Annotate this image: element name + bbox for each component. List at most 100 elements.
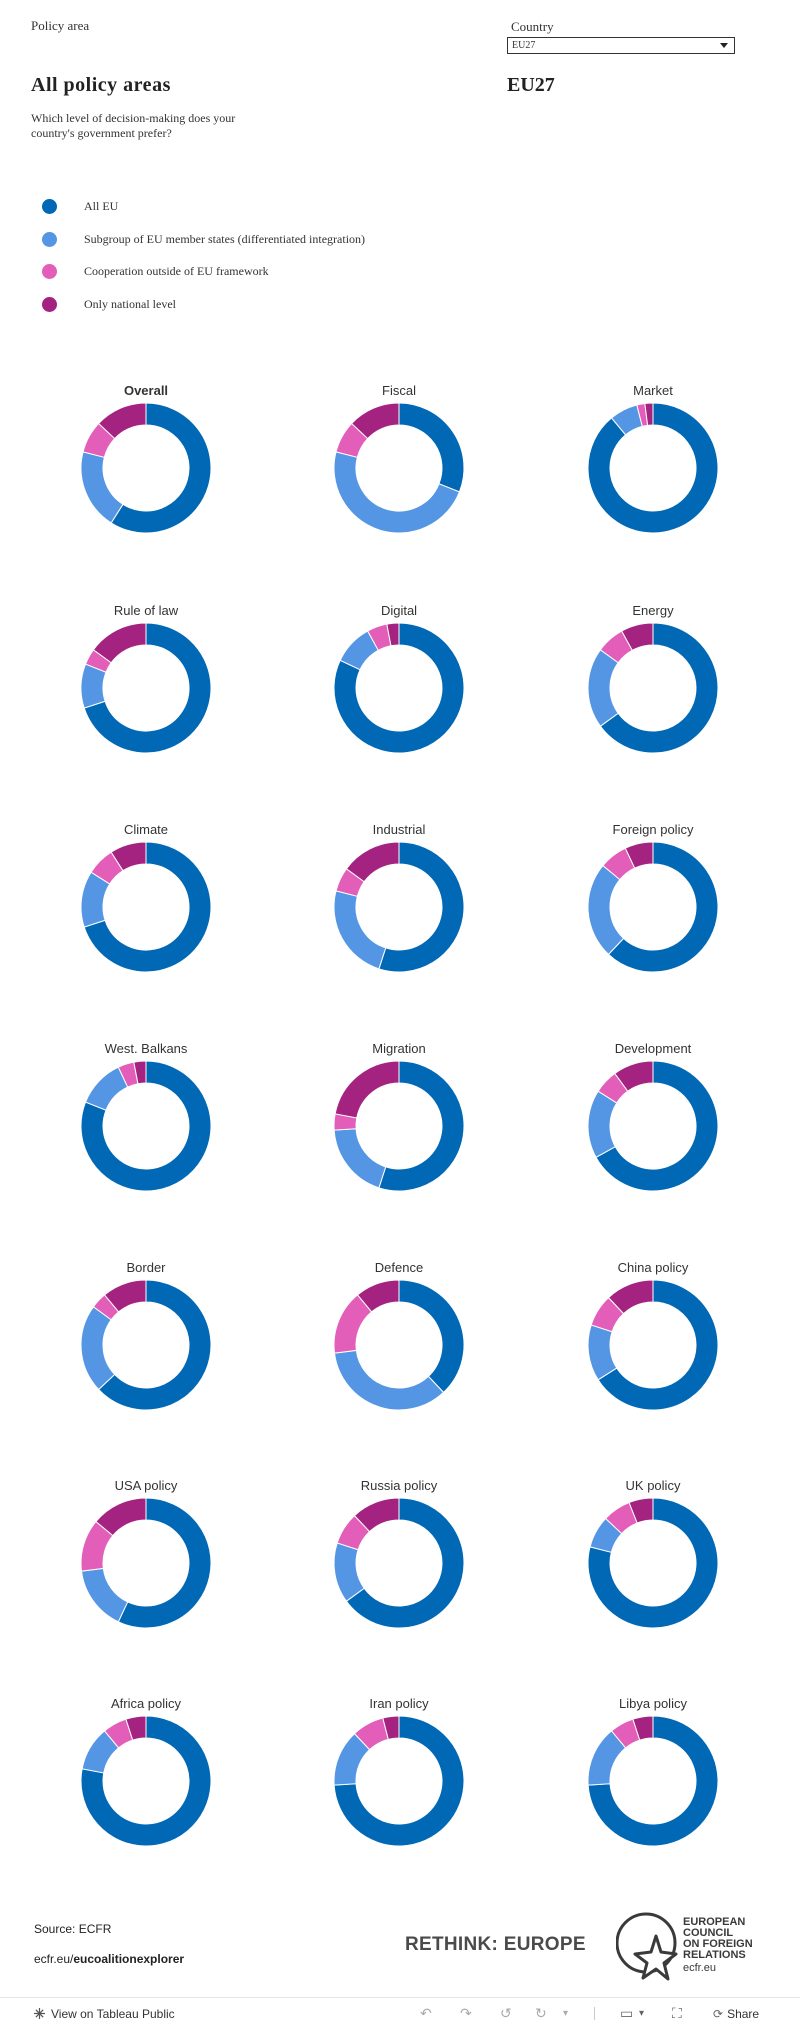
chart-title: Climate: [124, 822, 168, 837]
chevron-down-icon: [720, 43, 728, 48]
donut-segment-subgroup[interactable]: [333, 890, 387, 970]
donut-chart[interactable]: USA policy: [80, 1478, 212, 1629]
pause-dropdown-icon[interactable]: ▾: [563, 2008, 569, 2019]
refresh-icon[interactable]: ↻: [535, 2005, 547, 2021]
donut-segment-national[interactable]: [97, 402, 147, 440]
donut-segment-all-eu[interactable]: [97, 1279, 212, 1411]
donut-chart[interactable]: Rule of law: [80, 603, 212, 754]
undo-icon[interactable]: ↶: [420, 2005, 432, 2021]
donut-segment-national[interactable]: [644, 402, 654, 426]
donut-segment-national[interactable]: [614, 1060, 654, 1092]
donut-segment-all-eu[interactable]: [80, 1060, 212, 1192]
donut-segment-all-eu[interactable]: [333, 622, 465, 754]
donut-segment-subgroup[interactable]: [80, 1567, 129, 1623]
chart-title: USA policy: [115, 1478, 178, 1493]
donut-segment-all-eu[interactable]: [83, 622, 212, 754]
donut-segment-national[interactable]: [386, 622, 400, 647]
donut-chart[interactable]: Climate: [80, 822, 212, 973]
donut-segment-all-eu[interactable]: [80, 1715, 212, 1847]
donut-segment-all-eu[interactable]: [398, 402, 465, 493]
country-select[interactable]: EU27: [507, 37, 735, 54]
donut-segment-all-eu[interactable]: [378, 1060, 465, 1192]
chart-title: China policy: [618, 1260, 689, 1275]
donut-chart[interactable]: UK policy: [587, 1478, 719, 1629]
donut-chart[interactable]: Border: [80, 1260, 212, 1411]
donut-segment-all-eu[interactable]: [587, 1715, 719, 1847]
donut-chart[interactable]: Libya policy: [587, 1696, 719, 1847]
donut-segment-national[interactable]: [92, 622, 147, 664]
donut-segment-subgroup[interactable]: [333, 1128, 387, 1189]
ecfr-line: ON FOREIGN: [683, 1938, 753, 1950]
donut-segment-national[interactable]: [133, 1060, 147, 1085]
donut-segment-national[interactable]: [345, 841, 400, 883]
donut-chart[interactable]: Defence: [333, 1260, 465, 1411]
donut-segment-all-eu[interactable]: [398, 1279, 465, 1394]
donut-chart[interactable]: Russia policy: [333, 1478, 465, 1629]
donut-segment-all-eu[interactable]: [117, 1497, 212, 1629]
donut-segment-national[interactable]: [628, 1497, 654, 1524]
donut-segment-subgroup[interactable]: [587, 864, 625, 956]
chart-title: Overall: [124, 383, 168, 398]
donut-chart[interactable]: Energy: [587, 603, 719, 754]
donut-chart[interactable]: Africa policy: [80, 1696, 212, 1847]
explorer-link[interactable]: ecfr.eu/eucoalitionexplorer: [34, 1952, 184, 1966]
donut-segment-national[interactable]: [632, 1715, 654, 1741]
donut-segment-all-eu[interactable]: [597, 1279, 719, 1411]
donut-segment-national[interactable]: [607, 1279, 654, 1315]
redo-icon[interactable]: ↷: [460, 2005, 472, 2021]
donut-segment-national[interactable]: [382, 1715, 400, 1740]
chart-title: Rule of law: [114, 603, 179, 618]
donut-segment-national[interactable]: [353, 1497, 400, 1533]
donut-chart[interactable]: Industrial: [333, 822, 465, 973]
donut-chart[interactable]: Digital: [333, 603, 465, 754]
donut-segment-subgroup[interactable]: [587, 1090, 618, 1158]
selected-country-heading: EU27: [507, 74, 555, 96]
donut-segment-all-eu[interactable]: [607, 841, 719, 973]
donut-chart[interactable]: Market: [587, 383, 719, 534]
donut-segment-all-eu[interactable]: [587, 1497, 719, 1629]
donut-segment-subgroup[interactable]: [80, 451, 124, 524]
donut-segment-all-eu[interactable]: [599, 622, 719, 754]
donut-segment-subgroup[interactable]: [80, 1306, 116, 1391]
donut-segment-subgroup[interactable]: [333, 451, 461, 534]
view-on-tableau-button[interactable]: View on Tableau Public: [34, 2007, 175, 2021]
donut-chart[interactable]: Migration: [333, 1041, 465, 1192]
donut-segment-national[interactable]: [356, 1279, 400, 1313]
download-icon[interactable]: ▭: [620, 2005, 634, 2021]
donut-segment-all-eu[interactable]: [345, 1497, 465, 1629]
view-on-tableau-label: View on Tableau Public: [51, 2007, 175, 2021]
donut-chart[interactable]: Fiscal: [333, 383, 465, 534]
donut-segment-all-eu[interactable]: [333, 1715, 465, 1847]
donut-chart[interactable]: Overall: [80, 383, 212, 534]
donut-chart[interactable]: China policy: [587, 1260, 719, 1411]
donut-segment-subgroup[interactable]: [333, 1349, 445, 1411]
donut-segment-national[interactable]: [621, 622, 654, 651]
chart-title: Russia policy: [361, 1478, 438, 1493]
donut-segment-all-eu[interactable]: [110, 402, 212, 534]
donut-segment-national[interactable]: [95, 1497, 147, 1537]
chart-title: Libya policy: [619, 1696, 687, 1711]
donut-segment-national[interactable]: [350, 402, 400, 440]
legend-swatch: [42, 199, 57, 214]
donut-segment-all-eu[interactable]: [378, 841, 465, 973]
donut-segment-national[interactable]: [103, 1279, 147, 1313]
chart-title: UK policy: [626, 1478, 681, 1493]
share-button[interactable]: ⟳ Share: [713, 2007, 759, 2021]
donut-segment-national[interactable]: [125, 1715, 147, 1741]
donut-segment-subgroup[interactable]: [587, 649, 619, 727]
donut-segment-national[interactable]: [110, 841, 147, 872]
donut-segment-all-eu[interactable]: [595, 1060, 719, 1192]
donut-chart[interactable]: Foreign policy: [587, 822, 719, 973]
donut-segment-all-eu[interactable]: [83, 841, 212, 973]
download-dropdown-icon[interactable]: ▾: [639, 2008, 645, 2019]
fullscreen-icon[interactable]: ⛶: [672, 2005, 682, 2021]
donut-segment-national[interactable]: [334, 1060, 400, 1119]
ecfr-star-logo-icon: [616, 1912, 678, 1981]
donut-segment-national[interactable]: [624, 841, 654, 869]
donut-chart[interactable]: Development: [587, 1041, 719, 1192]
donut-chart[interactable]: Iran policy: [333, 1696, 465, 1847]
donut-segment-all-eu[interactable]: [587, 402, 719, 534]
survey-question: Which level of decision-making does your…: [31, 111, 236, 140]
donut-chart[interactable]: West. Balkans: [80, 1041, 212, 1192]
revert-icon[interactable]: ↺: [500, 2005, 512, 2021]
